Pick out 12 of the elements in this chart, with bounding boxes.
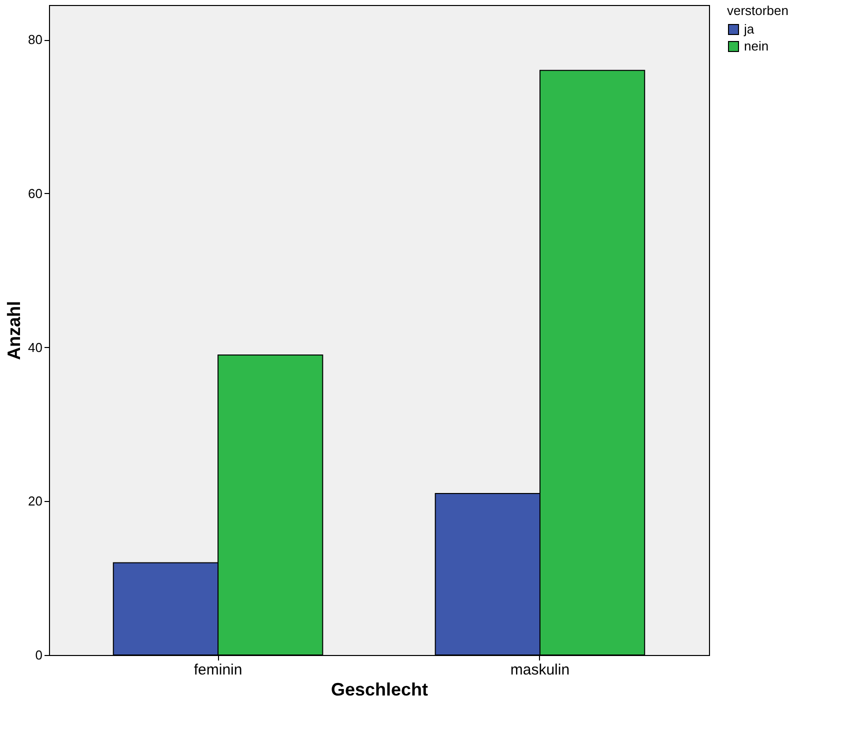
legend-label: nein	[744, 38, 769, 54]
legend-title: verstorben	[727, 3, 788, 18]
x-axis-title: Geschlecht	[330, 680, 428, 700]
y-tick-label: 60	[28, 186, 42, 201]
x-tick-label: maskulin	[510, 662, 570, 678]
y-tick-label: 40	[28, 340, 42, 355]
x-tick-label: feminin	[194, 662, 242, 678]
y-tick-label: 0	[35, 648, 42, 662]
y-axis-title: Anzahl	[4, 300, 24, 360]
legend-label: ja	[743, 22, 755, 36]
y-tick-label: 20	[28, 494, 42, 509]
y-tick-label: 80	[28, 32, 42, 48]
